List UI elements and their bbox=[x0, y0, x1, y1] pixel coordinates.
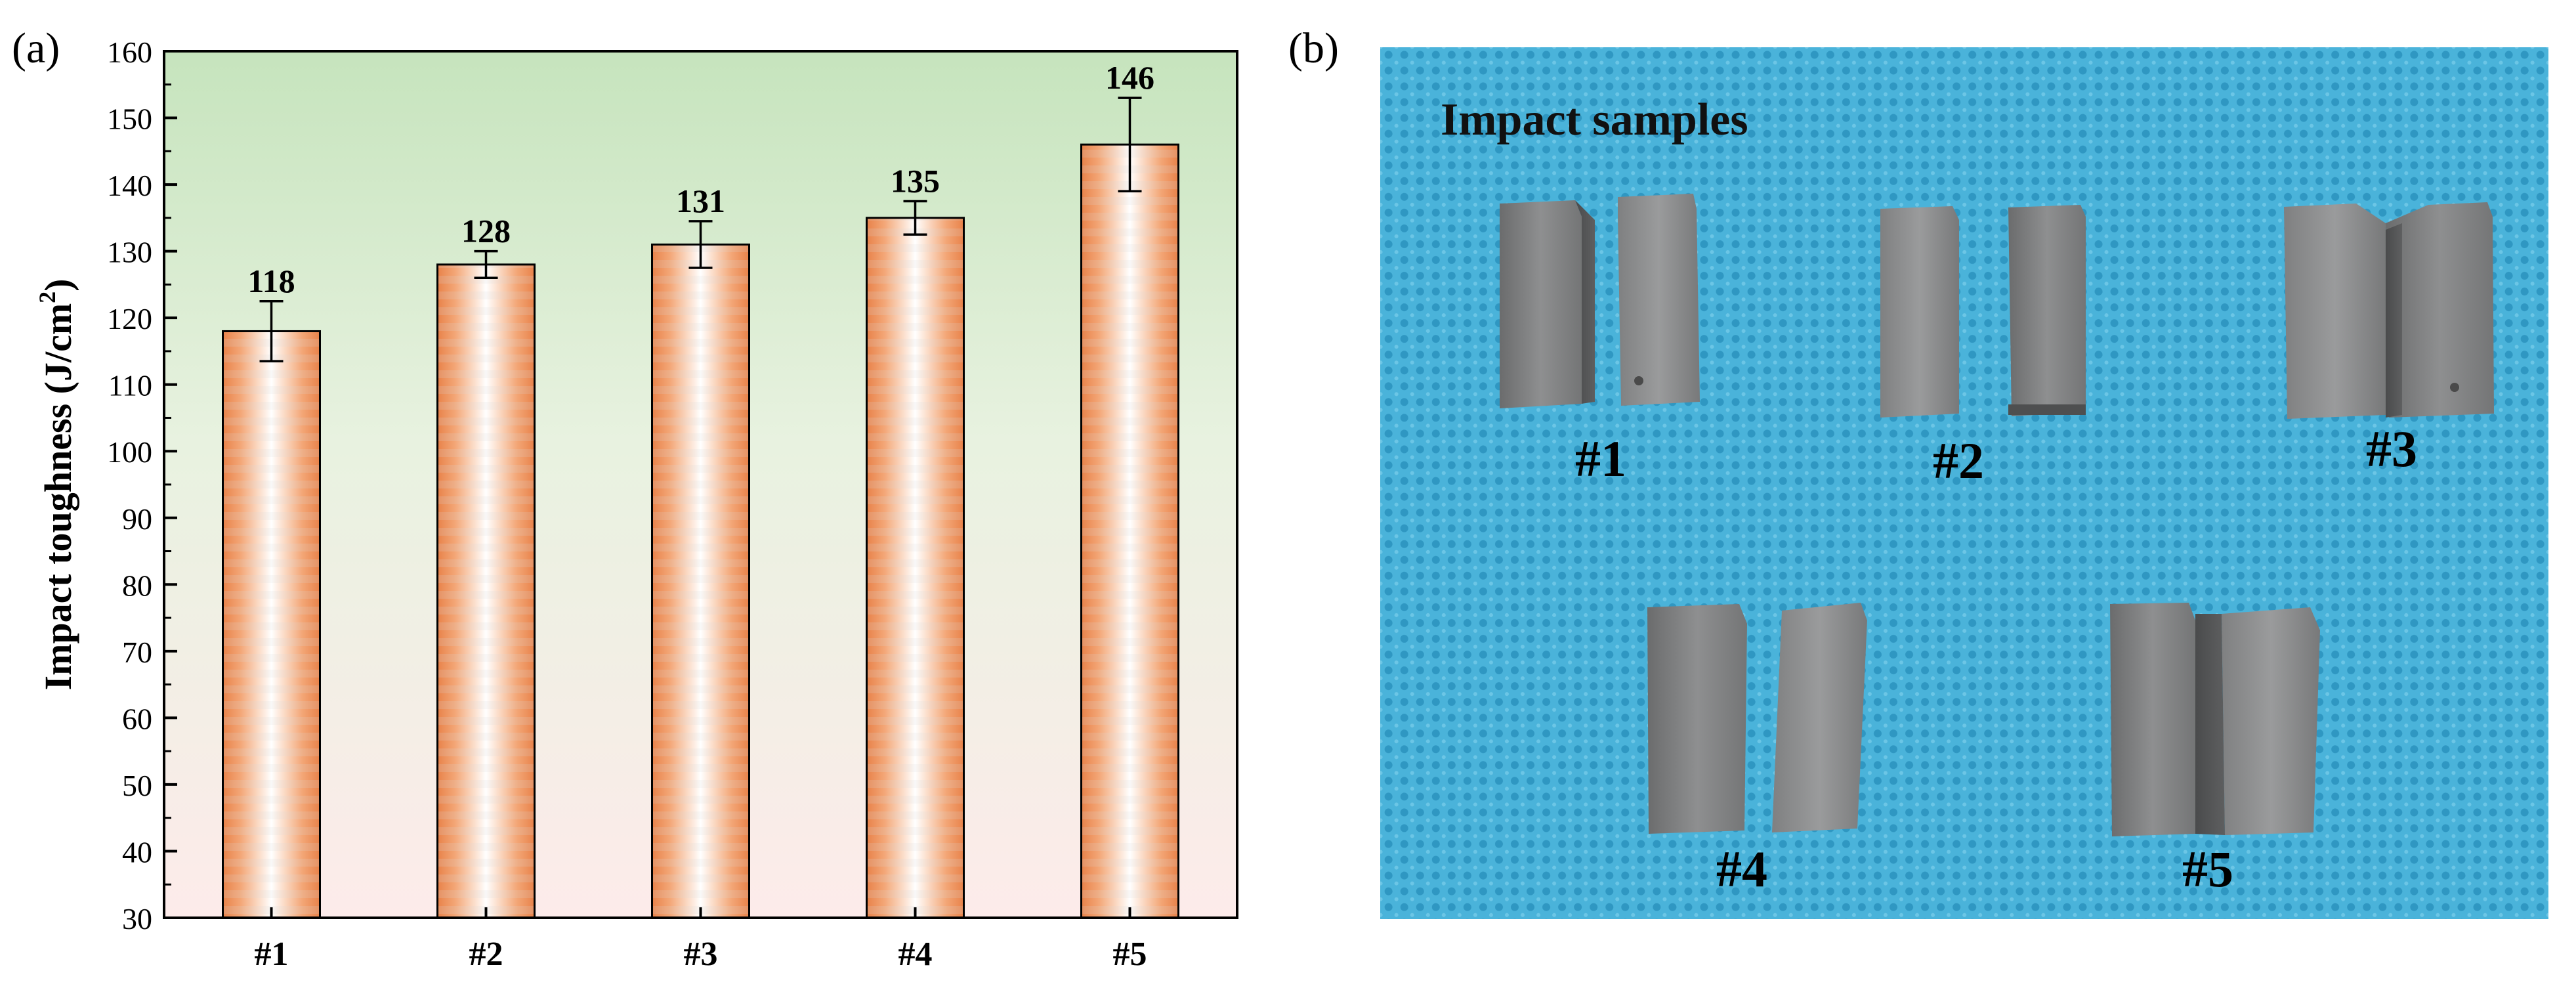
y-axis: 30 40 50 60 70 80 90 100 110 120 130 140 150 160 bbox=[107, 35, 177, 936]
sample-1-half-right bbox=[1618, 194, 1700, 406]
y-axis-label: Impact toughness (J/cm2) bbox=[34, 279, 79, 691]
sample-4-half-left bbox=[1647, 604, 1747, 834]
sample-2-half-right bbox=[2008, 205, 2086, 416]
impact-samples-photo: Impact samples bbox=[1380, 47, 2548, 919]
value-labels: 118 128 131 135 146 bbox=[247, 59, 1154, 299]
sample-2-half-left bbox=[1880, 206, 1959, 418]
bar-texture-5 bbox=[1081, 144, 1179, 918]
sample-1-mark bbox=[1634, 376, 1643, 385]
y-tick-label-150: 150 bbox=[107, 102, 152, 136]
x-tick-label-3: #3 bbox=[684, 936, 718, 973]
sample-label-4: #4 bbox=[1716, 840, 1767, 897]
y-tick-label-60: 60 bbox=[122, 702, 152, 735]
bar-texture-2 bbox=[437, 264, 535, 918]
bar-texture-1 bbox=[222, 331, 320, 918]
y-tick-label-140: 140 bbox=[107, 169, 152, 202]
y-tick-label-160: 160 bbox=[107, 35, 152, 69]
sample-1-half-left bbox=[1500, 200, 1582, 408]
y-tick-label-70: 70 bbox=[122, 636, 152, 669]
photo-caption: Impact samples bbox=[1441, 95, 1748, 145]
sample-label-3: #3 bbox=[2366, 420, 2417, 477]
y-tick-label-40: 40 bbox=[122, 835, 152, 869]
y-tick-label-130: 130 bbox=[107, 236, 152, 269]
y-tick-label-30: 30 bbox=[122, 902, 152, 936]
y-tick-label-50: 50 bbox=[122, 769, 152, 802]
sample-2 bbox=[1880, 205, 2086, 418]
sample-5-half-left bbox=[2110, 603, 2195, 836]
y-tick-label-120: 120 bbox=[107, 302, 152, 335]
bar-texture-4 bbox=[866, 217, 964, 918]
value-label-5: 146 bbox=[1105, 59, 1154, 96]
y-tick-label-80: 80 bbox=[122, 569, 152, 602]
sample-3 bbox=[2284, 202, 2494, 419]
bar-texture-3 bbox=[652, 244, 750, 918]
value-label-4: 135 bbox=[891, 162, 940, 199]
x-tick-label-2: #2 bbox=[469, 936, 503, 973]
sample-3-half-left bbox=[2284, 204, 2386, 419]
value-label-2: 128 bbox=[461, 213, 511, 249]
bars bbox=[222, 143, 1179, 919]
sample-1-side bbox=[1575, 200, 1595, 404]
x-tick-label-1: #1 bbox=[255, 936, 289, 973]
sample-5-side bbox=[2195, 614, 2225, 835]
value-label-1: 118 bbox=[247, 263, 295, 299]
value-label-3: 131 bbox=[676, 183, 725, 219]
sample-5-half-right bbox=[2222, 607, 2320, 835]
sample-3-half-right bbox=[2386, 202, 2494, 418]
y-tick-label-110: 110 bbox=[108, 369, 152, 402]
sample-4-half-right bbox=[1772, 603, 1867, 832]
sample-3-mark bbox=[2450, 383, 2459, 392]
photo-background bbox=[1380, 47, 2548, 919]
x-tick-label-5: #5 bbox=[1113, 936, 1147, 973]
y-tick-label-90: 90 bbox=[122, 502, 152, 536]
sample-label-1: #1 bbox=[1575, 430, 1626, 487]
sample-5 bbox=[2110, 603, 2320, 836]
sample-2-edge bbox=[2008, 404, 2086, 415]
panel-b-label: (b) bbox=[1288, 24, 1339, 72]
x-axis: #1 #2 #3 #4 #5 bbox=[255, 907, 1147, 973]
sample-3-side bbox=[2386, 223, 2402, 418]
impact-toughness-chart: 118 128 131 135 146 30 40 50 60 70 80 90 100 110 120 1… bbox=[34, 35, 1238, 973]
sample-label-2: #2 bbox=[1933, 432, 1984, 489]
y-tick-label-100: 100 bbox=[107, 435, 152, 469]
x-tick-label-4: #4 bbox=[898, 936, 933, 973]
sample-label-5: #5 bbox=[2182, 840, 2233, 897]
sample-1 bbox=[1500, 194, 1700, 408]
panel-a-label: (a) bbox=[12, 24, 60, 72]
sample-4 bbox=[1647, 603, 1867, 834]
error-bars bbox=[259, 97, 1142, 362]
